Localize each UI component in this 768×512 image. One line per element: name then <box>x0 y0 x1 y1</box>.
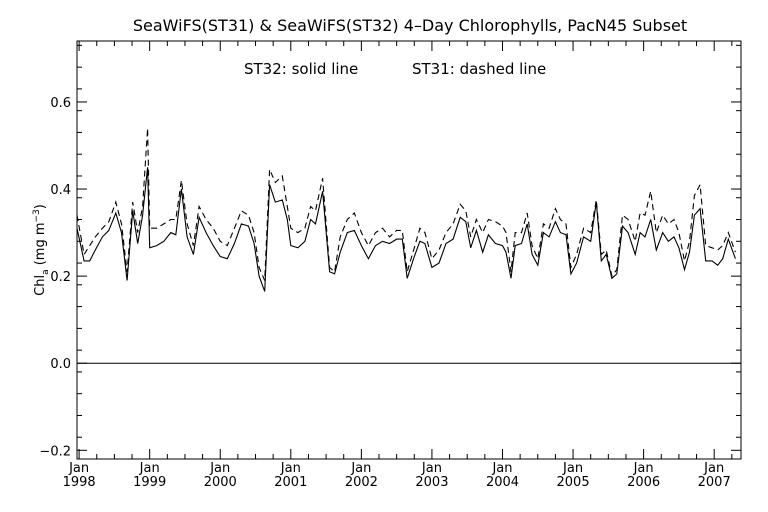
x-tick-month-label: Jan <box>280 461 301 476</box>
x-tick-month-label: Jan <box>350 461 371 476</box>
series-line-st31 <box>76 128 736 281</box>
annotation-solid-line: ST32: solid line <box>244 60 358 78</box>
x-tick-year-label: 1999 <box>133 475 166 490</box>
y-tick-label: −0.2 <box>39 444 71 459</box>
y-axis-label: Chla (mg m−3) <box>32 204 51 296</box>
y-tick-label: 0.0 <box>50 357 71 372</box>
x-tick-year-label: 2004 <box>486 475 519 490</box>
chart-title: SeaWiFS(ST31) & SeaWiFS(ST32) 4–Day Chlo… <box>133 16 687 35</box>
y-axis-ticks: −0.2 0.0 0.2 0.4 0.6 <box>39 44 741 460</box>
x-tick-year-label: 2007 <box>698 475 731 490</box>
x-tick-month-label: Jan <box>703 461 724 476</box>
x-tick-month-label: Jan <box>562 461 583 476</box>
x-tick-month-label: Jan <box>68 461 89 476</box>
plot-frame <box>76 40 742 460</box>
y-tick-label: 0.2 <box>50 270 71 285</box>
x-tick-month-label: Jan <box>421 461 442 476</box>
x-tick-year-label: 2003 <box>415 475 448 490</box>
x-tick-year-label: 1998 <box>63 475 96 490</box>
x-tick-year-label: 2005 <box>557 475 590 490</box>
x-tick-month-label: Jan <box>633 461 654 476</box>
x-tick-month-label: Jan <box>491 461 512 476</box>
series-line-st32 <box>76 167 736 292</box>
series-lines <box>76 128 736 292</box>
annotation-dashed-line: ST31: dashed line <box>412 60 546 78</box>
y-tick-label: 0.4 <box>50 183 71 198</box>
x-axis-ticks: Jan1998Jan1999Jan2000Jan2001Jan2002Jan20… <box>63 41 733 490</box>
x-tick-month-label: Jan <box>139 461 160 476</box>
x-tick-year-label: 2000 <box>204 475 237 490</box>
x-tick-year-label: 2001 <box>274 475 307 490</box>
x-tick-year-label: 2006 <box>627 475 660 490</box>
x-tick-year-label: 2002 <box>345 475 378 490</box>
x-tick-month-label: Jan <box>209 461 230 476</box>
y-tick-label: 0.6 <box>50 96 71 111</box>
